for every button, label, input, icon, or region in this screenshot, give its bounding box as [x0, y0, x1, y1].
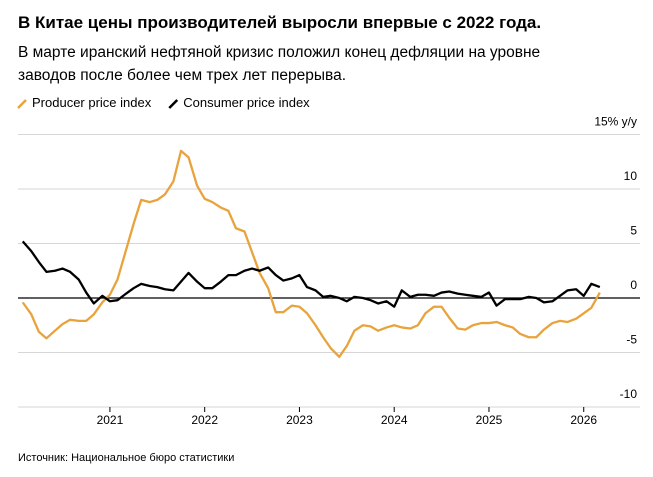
x-tick-label: 2025: [476, 413, 503, 427]
data-line: [21, 149, 601, 359]
legend-label: Consumer price index: [183, 95, 310, 110]
y-tick-label: 10: [624, 169, 638, 183]
x-tick-label: 2022: [191, 413, 218, 427]
source-note: Источник: Национальное бюро статистики: [18, 452, 234, 464]
y-tick-label: 0: [630, 278, 637, 292]
y-tick-label: 15% y/y: [594, 115, 637, 129]
y-tick-label: 5: [630, 224, 637, 238]
y-tick-label: -10: [620, 387, 638, 401]
data-line: [21, 240, 601, 308]
y-tick-label: -5: [626, 333, 637, 347]
x-tick-label: 2021: [97, 413, 124, 427]
legend-swatch: [168, 99, 179, 109]
legend-label: Producer price index: [32, 95, 152, 110]
legend-swatch: [17, 99, 27, 109]
x-tick-label: 2023: [286, 413, 313, 427]
chart-title: В Китае цены производителей выросли впер…: [18, 13, 541, 32]
x-tick-label: 2026: [570, 413, 597, 427]
chart-subtitle: заводов после более чем трех лет перерыв…: [18, 67, 346, 84]
chart-subtitle: В марте иранский нефтяной кризис положил…: [18, 44, 540, 61]
x-tick-label: 2024: [381, 413, 408, 427]
